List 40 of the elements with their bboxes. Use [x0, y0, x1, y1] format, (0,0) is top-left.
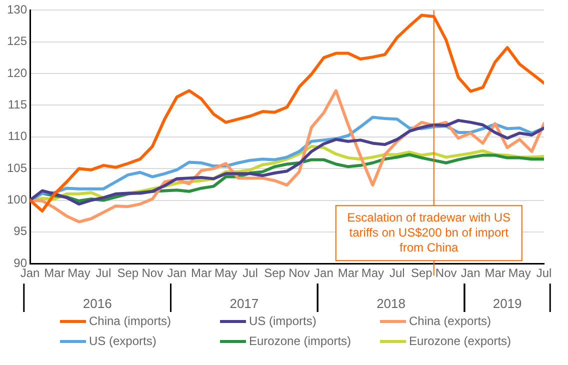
x-tick-label: Sep	[264, 266, 286, 280]
legend-label: China (imports)	[89, 314, 172, 328]
y-tick-label: 95	[14, 224, 28, 238]
x-tick-label: May	[68, 266, 90, 280]
x-tick-label: Sep	[410, 266, 433, 280]
x-tick-label: Sep	[117, 266, 139, 280]
text: 2016	[82, 296, 112, 312]
y-tick-label: 120	[6, 66, 28, 80]
x-tick-label: Mar	[44, 266, 65, 280]
x-tick-label: Jul	[96, 266, 112, 280]
x-tick-label: Mar	[191, 266, 212, 280]
text: 2018	[376, 296, 406, 312]
x-tick-label: Mar	[338, 266, 359, 280]
x-tick-label: Jan	[167, 266, 187, 280]
legend-label: Eurozone (exports)	[409, 334, 512, 348]
text: 2019	[492, 296, 522, 312]
x-tick-label: May	[361, 266, 384, 280]
x-tick-label: Jul	[242, 266, 258, 280]
y-tick-label: 105	[6, 160, 28, 175]
x-tick-label: Jan	[460, 266, 480, 280]
x-tick-label: Jul	[389, 266, 405, 280]
legend-label: US (imports)	[249, 314, 316, 328]
legend-label: Eurozone (imports)	[249, 334, 352, 348]
y-tick-label: 125	[6, 34, 28, 48]
x-tick-label: Nov	[142, 266, 164, 280]
x-tick-label: Nov	[288, 266, 310, 280]
y-tick-label: 100	[6, 192, 28, 207]
x-tick-label: May	[508, 266, 531, 280]
x-tick-label: Nov	[435, 266, 457, 280]
text: 2017	[230, 296, 259, 312]
y-tick-label: 115	[8, 98, 28, 112]
y-tick-label: 130	[6, 2, 28, 17]
x-tick-label: Mar	[484, 266, 506, 280]
legend-label: China (exports)	[409, 314, 492, 328]
y-tick-label: 110	[8, 129, 28, 144]
x-tick-label: Jul	[536, 266, 552, 280]
x-tick-label: May	[214, 266, 238, 280]
ref-line-label: Escalation of tradewar with US tariffs on US$200 bn of import from China	[347, 210, 511, 254]
x-tick-label: Jan	[314, 266, 334, 280]
legend-label: US (exports)	[89, 334, 156, 348]
